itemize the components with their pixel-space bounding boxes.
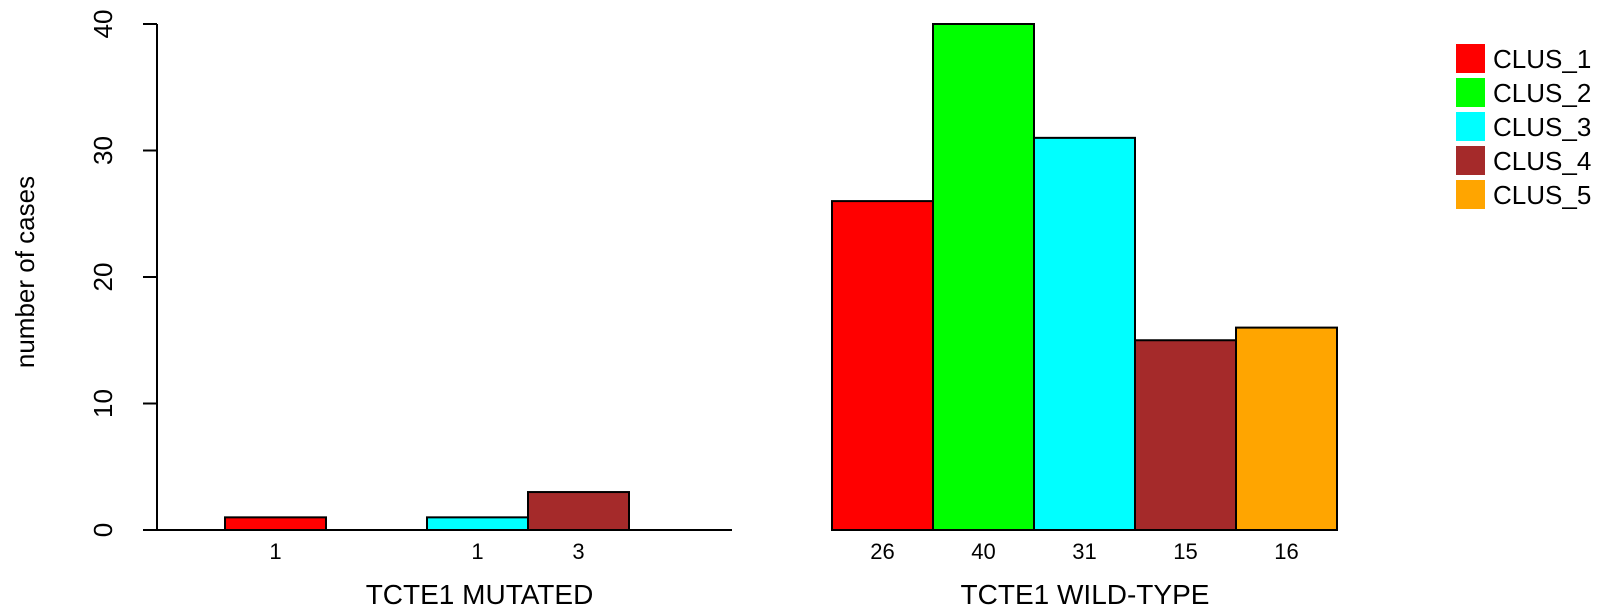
group-label: TCTE1 MUTATED — [366, 579, 594, 610]
legend-swatch — [1456, 44, 1485, 73]
bar-value-label: 26 — [870, 539, 894, 564]
bar-clus-4 — [527, 491, 630, 531]
legend-label: CLUS_4 — [1493, 146, 1591, 176]
legend-label: CLUS_1 — [1493, 44, 1591, 74]
y-axis: 0 10 20 30 40 — [88, 10, 158, 537]
bar-value-label: 3 — [572, 539, 584, 564]
y-tick-label: 0 — [88, 523, 118, 537]
legend-swatch — [1456, 146, 1485, 175]
y-tick-label: 10 — [88, 389, 118, 418]
legend-swatch — [1456, 180, 1485, 209]
bar-value-label: 16 — [1274, 539, 1298, 564]
legend-swatch — [1456, 112, 1485, 141]
bar-clus-4 — [1134, 339, 1237, 531]
bar-clus-5 — [1235, 326, 1338, 531]
y-tick-label: 30 — [88, 136, 118, 165]
bar-value-label: 31 — [1072, 539, 1096, 564]
y-tick-label: 40 — [88, 10, 118, 39]
legend: CLUS_1 CLUS_2 CLUS_3 CLUS_4 CLUS_5 — [1456, 44, 1591, 210]
bars — [224, 23, 1338, 531]
bar-clus-2 — [932, 23, 1035, 531]
legend-label: CLUS_2 — [1493, 78, 1591, 108]
bar-value-label: 1 — [471, 539, 483, 564]
bar-clus-1 — [831, 200, 934, 531]
bar-value-label: 15 — [1173, 539, 1197, 564]
value-labels: 1 1 3 26 40 31 15 16 — [269, 539, 1298, 564]
bar-clus-3 — [426, 516, 529, 531]
y-axis-label: number of cases — [10, 176, 40, 368]
bar-value-label: 1 — [269, 539, 281, 564]
y-tick-label: 20 — [88, 263, 118, 292]
bar-value-label: 40 — [971, 539, 995, 564]
group-axes: TCTE1 MUTATED TCTE1 WILD-TYPE — [157, 529, 1338, 610]
bar-clus-1 — [224, 516, 327, 531]
legend-label: CLUS_5 — [1493, 180, 1591, 210]
bar-clus-3 — [1033, 136, 1136, 531]
legend-swatch — [1456, 78, 1485, 107]
legend-label: CLUS_3 — [1493, 112, 1591, 142]
group-label: TCTE1 WILD-TYPE — [961, 579, 1210, 610]
